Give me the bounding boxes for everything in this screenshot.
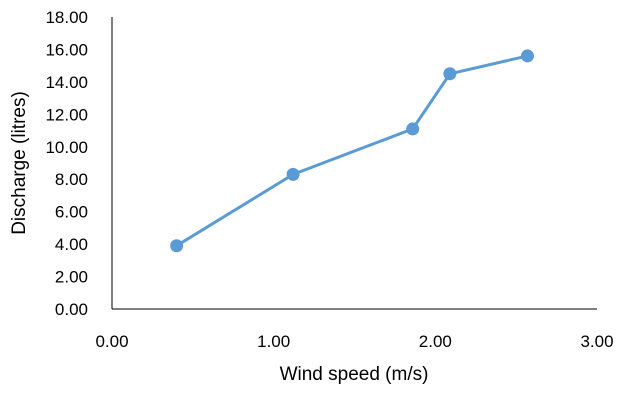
x-tick-label: 1.00 bbox=[257, 332, 290, 351]
y-tick-label: 2.00 bbox=[55, 268, 88, 287]
x-axis-title: Wind speed (m/s) bbox=[280, 364, 429, 385]
y-tick-label: 6.00 bbox=[55, 203, 88, 222]
series-line bbox=[175, 54, 528, 247]
y-tick-label: 14.00 bbox=[45, 73, 88, 92]
y-tick-label: 12.00 bbox=[45, 105, 88, 124]
y-tick-label: 18.00 bbox=[45, 8, 88, 27]
y-tick-label: 0.00 bbox=[55, 300, 88, 319]
x-tick-label: 3.00 bbox=[580, 332, 613, 351]
series bbox=[170, 49, 534, 253]
y-tick-label: 16.00 bbox=[45, 40, 88, 59]
data-point bbox=[443, 67, 457, 81]
y-tick-labels: 0.00 2.00 4.00 6.00 8.00 10.00 12.00 14.00 16.00… bbox=[45, 8, 88, 319]
y-tick-label: 8.00 bbox=[55, 170, 88, 189]
data-point bbox=[170, 239, 184, 253]
data-point bbox=[286, 167, 300, 181]
data-point bbox=[406, 122, 420, 136]
y-tick-label: 10.00 bbox=[45, 138, 88, 157]
axes bbox=[111, 17, 597, 310]
x-tick-label: 2.00 bbox=[419, 332, 452, 351]
x-tick-labels: 0.00 1.00 2.00 3.00 bbox=[95, 332, 613, 351]
y-tick-label: 4.00 bbox=[55, 235, 88, 254]
x-tick-label: 0.00 bbox=[95, 332, 128, 351]
data-point bbox=[520, 49, 534, 63]
y-axis-title: Discharge (litres) bbox=[9, 91, 30, 235]
